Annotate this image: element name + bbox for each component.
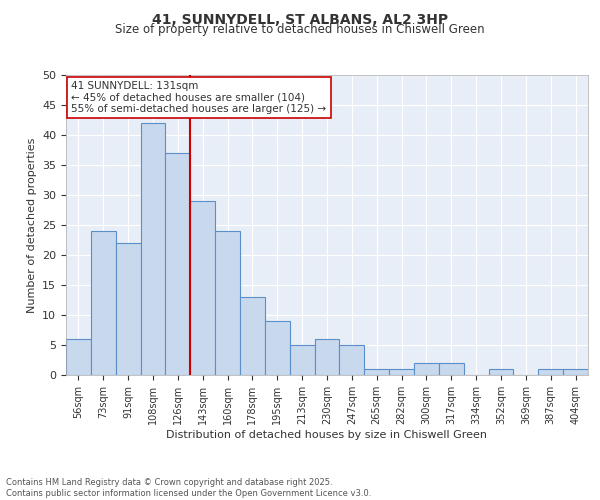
- Text: Contains HM Land Registry data © Crown copyright and database right 2025.
Contai: Contains HM Land Registry data © Crown c…: [6, 478, 371, 498]
- Bar: [215, 231, 240, 375]
- Bar: [414, 363, 439, 375]
- Bar: [116, 243, 140, 375]
- Bar: [91, 231, 116, 375]
- Bar: [439, 363, 464, 375]
- Bar: [166, 153, 190, 375]
- Y-axis label: Number of detached properties: Number of detached properties: [26, 138, 37, 312]
- Bar: [290, 345, 314, 375]
- Bar: [340, 345, 364, 375]
- Text: Size of property relative to detached houses in Chiswell Green: Size of property relative to detached ho…: [115, 22, 485, 36]
- Bar: [563, 369, 588, 375]
- Text: 41 SUNNYDELL: 131sqm
← 45% of detached houses are smaller (104)
55% of semi-deta: 41 SUNNYDELL: 131sqm ← 45% of detached h…: [71, 81, 326, 114]
- Bar: [314, 339, 340, 375]
- X-axis label: Distribution of detached houses by size in Chiswell Green: Distribution of detached houses by size …: [167, 430, 487, 440]
- Bar: [140, 123, 166, 375]
- Bar: [240, 297, 265, 375]
- Text: 41, SUNNYDELL, ST ALBANS, AL2 3HP: 41, SUNNYDELL, ST ALBANS, AL2 3HP: [152, 12, 448, 26]
- Bar: [389, 369, 414, 375]
- Bar: [364, 369, 389, 375]
- Bar: [488, 369, 514, 375]
- Bar: [190, 201, 215, 375]
- Bar: [66, 339, 91, 375]
- Bar: [538, 369, 563, 375]
- Bar: [265, 321, 290, 375]
